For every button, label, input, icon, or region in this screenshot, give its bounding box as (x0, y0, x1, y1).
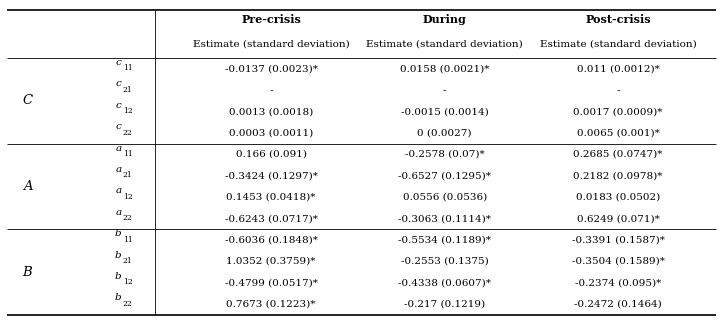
Text: a: a (116, 208, 121, 217)
Text: -0.0137 (0.0023)*: -0.0137 (0.0023)* (225, 64, 317, 73)
Text: 1.0352 (0.3759)*: 1.0352 (0.3759)* (226, 257, 316, 266)
Text: b: b (115, 251, 121, 260)
Text: a: a (116, 165, 121, 174)
Text: 21: 21 (123, 172, 132, 180)
Text: c: c (116, 58, 121, 67)
Text: 0.7673 (0.1223)*: 0.7673 (0.1223)* (226, 300, 316, 309)
Text: 0.0003 (0.0011): 0.0003 (0.0011) (229, 129, 313, 138)
Text: -0.2578 (0.07)*: -0.2578 (0.07)* (405, 150, 484, 159)
Text: A: A (22, 180, 33, 193)
Text: a: a (116, 186, 121, 195)
Text: Estimate (standard deviation): Estimate (standard deviation) (540, 39, 696, 48)
Text: 12: 12 (123, 193, 132, 201)
Text: 12: 12 (123, 278, 132, 287)
Text: b: b (115, 272, 121, 281)
Text: Post-crisis: Post-crisis (586, 14, 651, 25)
Text: 0.2182 (0.0978)*: 0.2182 (0.0978)* (573, 171, 663, 180)
Text: b: b (115, 229, 121, 238)
Text: c: c (116, 101, 121, 110)
Text: -0.2374 (0.095)*: -0.2374 (0.095)* (575, 278, 662, 287)
Text: 0.6249 (0.071)*: 0.6249 (0.071)* (577, 214, 659, 223)
Text: 11: 11 (123, 65, 132, 72)
Text: During: During (423, 14, 466, 25)
Text: 21: 21 (123, 86, 132, 94)
Text: 0.0183 (0.0502): 0.0183 (0.0502) (576, 193, 660, 202)
Text: -0.6036 (0.1848)*: -0.6036 (0.1848)* (225, 235, 317, 245)
Text: 0.0556 (0.0536): 0.0556 (0.0536) (403, 193, 487, 202)
Text: -0.6527 (0.1295)*: -0.6527 (0.1295)* (398, 171, 491, 180)
Text: c: c (116, 79, 121, 89)
Text: B: B (22, 266, 33, 279)
Text: -: - (270, 86, 273, 95)
Text: 0.2685 (0.0747)*: 0.2685 (0.0747)* (573, 150, 663, 159)
Text: 0.166 (0.091): 0.166 (0.091) (236, 150, 307, 159)
Text: 0.011 (0.0012)*: 0.011 (0.0012)* (577, 64, 659, 73)
Text: -: - (443, 86, 446, 95)
Text: 22: 22 (123, 129, 132, 137)
Text: Estimate (standard deviation): Estimate (standard deviation) (367, 39, 523, 48)
Text: -0.3063 (0.1114)*: -0.3063 (0.1114)* (398, 214, 491, 223)
Text: -0.6243 (0.0717)*: -0.6243 (0.0717)* (225, 214, 317, 223)
Text: 0.0017 (0.0009)*: 0.0017 (0.0009)* (573, 107, 663, 116)
Text: -0.2472 (0.1464): -0.2472 (0.1464) (574, 300, 662, 309)
Text: Pre-crisis: Pre-crisis (241, 14, 301, 25)
Text: -0.3504 (0.1589)*: -0.3504 (0.1589)* (572, 257, 664, 266)
Text: -0.0015 (0.0014): -0.0015 (0.0014) (401, 107, 489, 116)
Text: -0.2553 (0.1375): -0.2553 (0.1375) (401, 257, 489, 266)
Text: -0.217 (0.1219): -0.217 (0.1219) (404, 300, 485, 309)
Text: 22: 22 (123, 300, 132, 308)
Text: c: c (116, 122, 121, 131)
Text: a: a (116, 143, 121, 152)
Text: 0 (0.0027): 0 (0.0027) (417, 129, 472, 138)
Text: -: - (617, 86, 620, 95)
Text: 0.0158 (0.0021)*: 0.0158 (0.0021)* (400, 64, 489, 73)
Text: -0.4799 (0.0517)*: -0.4799 (0.0517)* (225, 278, 317, 287)
Text: -0.3424 (0.1297)*: -0.3424 (0.1297)* (225, 171, 317, 180)
Text: 21: 21 (123, 257, 132, 265)
Text: -0.4338 (0.0607)*: -0.4338 (0.0607)* (398, 278, 491, 287)
Text: Estimate (standard deviation): Estimate (standard deviation) (193, 39, 349, 48)
Text: 0.0013 (0.0018): 0.0013 (0.0018) (229, 107, 313, 116)
Text: b: b (115, 293, 121, 302)
Text: C: C (22, 94, 33, 108)
Text: -0.5534 (0.1189)*: -0.5534 (0.1189)* (398, 235, 491, 245)
Text: 0.1453 (0.0418)*: 0.1453 (0.0418)* (226, 193, 316, 202)
Text: 12: 12 (123, 107, 132, 115)
Text: 11: 11 (123, 150, 132, 158)
Text: 22: 22 (123, 214, 132, 222)
Text: 11: 11 (123, 236, 132, 244)
Text: 0.0065 (0.001)*: 0.0065 (0.001)* (577, 129, 659, 138)
Text: -0.3391 (0.1587)*: -0.3391 (0.1587)* (572, 235, 664, 245)
